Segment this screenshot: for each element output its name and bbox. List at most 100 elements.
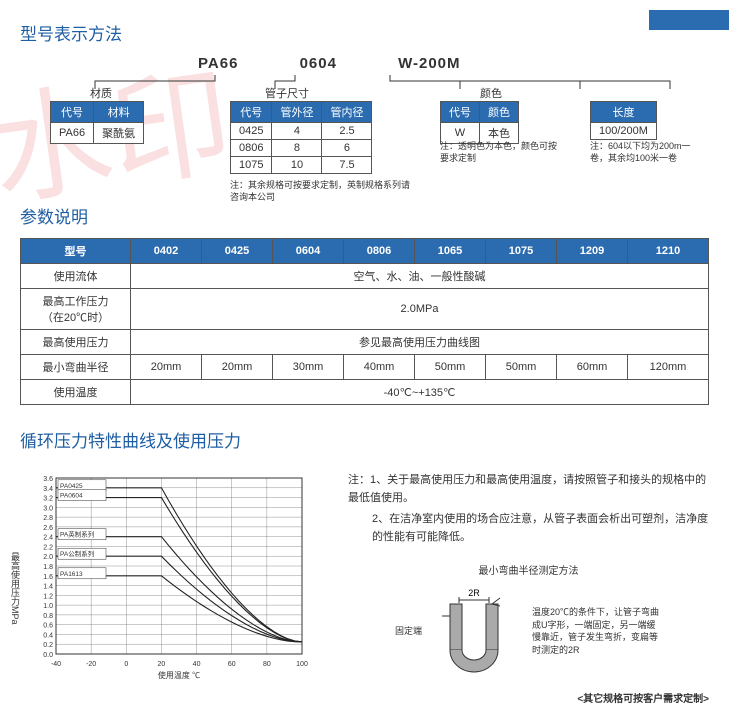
svg-text:0.0: 0.0 — [43, 652, 53, 659]
svg-text:0.2: 0.2 — [43, 642, 53, 649]
svg-text:1.2: 1.2 — [43, 593, 53, 600]
param-rowlabel: 使用温度 — [21, 380, 131, 405]
svg-text:1.8: 1.8 — [43, 564, 53, 571]
param-cell: 空气、水、油、一般性酸碱 — [131, 264, 709, 289]
param-rowlabel: 最高工作压力（在20℃时） — [21, 289, 131, 330]
bend-fixed-label: 固定端 — [395, 624, 422, 638]
th-mat: 材料 — [94, 102, 144, 123]
param-cell: -40℃~+135℃ — [131, 380, 709, 405]
param-th: 型号 — [21, 239, 131, 264]
svg-text:-20: -20 — [86, 661, 96, 668]
svg-text:80: 80 — [263, 661, 271, 668]
svg-text:PA公制系列: PA公制系列 — [60, 549, 94, 558]
svg-text:PA0604: PA0604 — [60, 493, 83, 500]
bend-title: 最小弯曲半径测定方法 — [348, 564, 709, 580]
label-color: 颜色 — [480, 85, 502, 101]
th-color-code: 代号 — [441, 102, 480, 123]
td-mat-name: 聚酰氨 — [94, 123, 144, 144]
size-row: 0425 — [231, 123, 272, 140]
color-table: 代号颜色 W本色 — [440, 101, 519, 144]
param-rowlabel: 使用流体 — [21, 264, 131, 289]
size-table: 代号管外径管内径 042542.5 080686 1075107.5 — [230, 101, 372, 174]
svg-text:PA英制系列: PA英制系列 — [60, 530, 94, 539]
title-curve: 循环压力特性曲线及使用压力 — [20, 427, 709, 452]
svg-text:0.4: 0.4 — [43, 632, 53, 639]
svg-text:PA0425: PA0425 — [60, 483, 83, 490]
note-hdr: 注： — [348, 474, 370, 486]
pressure-curve-chart: 最高使用压力MPa 3.63.43.23.02.82.62.42.22.01.8… — [20, 472, 310, 682]
bend-diagram: 最小弯曲半径测定方法 固定端 2R 温度20℃的条件下，让管子弯曲成U字形，一端… — [348, 564, 709, 676]
param-cell: 2.0MPa — [131, 289, 709, 330]
param-cell: 30mm — [273, 355, 344, 380]
svg-text:3.0: 3.0 — [43, 505, 53, 512]
size-row: 0806 — [231, 140, 272, 157]
param-rowlabel: 最高使用压力 — [21, 330, 131, 355]
td-length: 100/200M — [591, 123, 657, 140]
param-th: 1210 — [628, 239, 709, 264]
param-cell: 120mm — [628, 355, 709, 380]
svg-text:2.6: 2.6 — [43, 525, 53, 532]
size-row: 1075 — [231, 157, 272, 174]
th-size-code: 代号 — [231, 102, 272, 123]
param-cell: 50mm — [486, 355, 557, 380]
th-color: 颜色 — [480, 102, 519, 123]
model-designation-area: PA66 0604 W-200M 材质 代号材料 PA66聚酰氨 管子尺寸 代号… — [20, 55, 709, 195]
param-cell: 20mm — [131, 355, 202, 380]
label-size: 管子尺寸 — [265, 85, 309, 101]
th-id: 管内径 — [322, 102, 372, 123]
svg-text:0: 0 — [124, 661, 128, 668]
svg-text:60: 60 — [228, 661, 236, 668]
svg-text:PA1613: PA1613 — [60, 571, 83, 578]
chart-y-label: 最高使用压力MPa — [10, 552, 19, 625]
svg-text:2R: 2R — [468, 588, 480, 598]
svg-text:2.4: 2.4 — [43, 535, 53, 542]
svg-text:1.6: 1.6 — [43, 574, 53, 581]
bend-svg: 2R — [432, 586, 522, 676]
svg-text:0.8: 0.8 — [43, 613, 53, 620]
param-cell: 50mm — [415, 355, 486, 380]
param-th: 1209 — [557, 239, 628, 264]
title-params: 参数说明 — [20, 203, 709, 228]
param-cell: 60mm — [557, 355, 628, 380]
label-material: 材质 — [90, 85, 112, 101]
svg-text:3.6: 3.6 — [43, 476, 53, 483]
model-seg-material: PA66 — [170, 55, 266, 72]
svg-text:2.2: 2.2 — [43, 544, 53, 551]
svg-text:2.8: 2.8 — [43, 515, 53, 522]
note-1: 1、关于最高使用压力和最高使用温度，请按照管子和接头的规格中的最低值使用。 — [348, 474, 706, 504]
model-seg-size: 0604 — [272, 55, 365, 72]
svg-text:100: 100 — [296, 661, 308, 668]
model-seg-color-length: W-200M — [370, 55, 488, 72]
param-th: 0425 — [202, 239, 273, 264]
param-th: 0806 — [344, 239, 415, 264]
param-th: 0402 — [131, 239, 202, 264]
svg-text:0.6: 0.6 — [43, 623, 53, 630]
svg-text:1.0: 1.0 — [43, 603, 53, 610]
param-th: 1075 — [486, 239, 557, 264]
param-cell: 20mm — [202, 355, 273, 380]
svg-text:-40: -40 — [51, 661, 61, 668]
model-code: PA66 0604 W-200M — [170, 55, 489, 72]
param-table: 型号04020425060408061065107512091210 使用流体空… — [20, 238, 709, 405]
note-size: 注：其余规格可按要求定制，英制规格系列请咨询本公司 — [230, 180, 410, 203]
note-length: 注：604以下均为200m一卷，其余均100米一卷 — [590, 141, 700, 164]
param-th: 1065 — [415, 239, 486, 264]
material-table: 代号材料 PA66聚酰氨 — [50, 101, 144, 144]
param-cell: 参见最高使用压力曲线图 — [131, 330, 709, 355]
svg-text:1.4: 1.4 — [43, 584, 53, 591]
svg-text:20: 20 — [158, 661, 166, 668]
param-cell: 40mm — [344, 355, 415, 380]
svg-text:2.0: 2.0 — [43, 554, 53, 561]
title-model: 型号表示方法 — [20, 20, 709, 45]
td-mat-code: PA66 — [51, 123, 94, 144]
bend-text: 温度20℃的条件下，让管子弯曲成U字形，一端固定，另一端缓慢靠近，管子发生弯折，… — [532, 606, 662, 656]
th-length: 长度 — [591, 102, 657, 123]
length-table: 长度 100/200M — [590, 101, 657, 140]
svg-text:使用温度 ℃: 使用温度 ℃ — [158, 670, 200, 680]
footer-note: <其它规格可按客户需求定制> — [20, 690, 709, 705]
usage-notes: 注：1、关于最高使用压力和最高使用温度，请按照管子和接头的规格中的最低值使用。 … — [348, 472, 709, 682]
svg-text:3.4: 3.4 — [43, 486, 53, 493]
note-2: 2、在洁净室内使用的场合应注意，从管子表面会析出可塑剂，洁净度的性能有可能降低。 — [348, 511, 709, 546]
param-th: 0604 — [273, 239, 344, 264]
svg-text:3.2: 3.2 — [43, 496, 53, 503]
